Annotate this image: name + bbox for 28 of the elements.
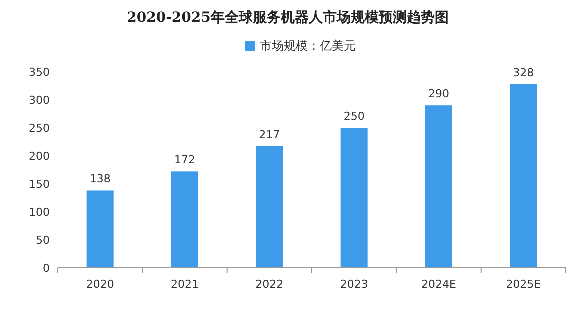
x-tick-label: 2024E <box>422 278 457 291</box>
y-tick-label: 350 <box>29 66 50 79</box>
y-tick-label: 150 <box>29 178 50 191</box>
legend-label: 市场规模：亿美元 <box>260 39 356 53</box>
data-label: 217 <box>259 128 280 142</box>
bar <box>510 84 538 268</box>
y-tick-label: 0 <box>43 262 50 275</box>
x-tick-label: 2025E <box>506 278 542 291</box>
data-label: 138 <box>90 172 111 186</box>
y-tick-label: 200 <box>29 150 50 163</box>
bar <box>340 128 368 268</box>
data-label: 290 <box>428 88 450 101</box>
bar <box>256 146 284 268</box>
x-tick-label: 2021 <box>171 278 199 291</box>
chart-title: 2020-2025年全球服务机器人市场规模预测趋势图 <box>127 9 449 26</box>
bar <box>86 190 114 268</box>
data-label: 328 <box>513 66 534 80</box>
y-tick-label: 250 <box>29 122 50 135</box>
y-tick-label: 300 <box>29 94 50 107</box>
y-tick-label: 50 <box>36 234 50 247</box>
x-tick-label: 2023 <box>340 278 368 291</box>
x-tick-label: 2020 <box>86 278 114 291</box>
bar <box>172 172 198 268</box>
data-label: 172 <box>174 154 196 167</box>
y-tick-label: 100 <box>29 206 50 219</box>
data-label: 250 <box>344 110 365 123</box>
x-tick-label: 2022 <box>256 278 284 291</box>
bar <box>426 106 452 268</box>
